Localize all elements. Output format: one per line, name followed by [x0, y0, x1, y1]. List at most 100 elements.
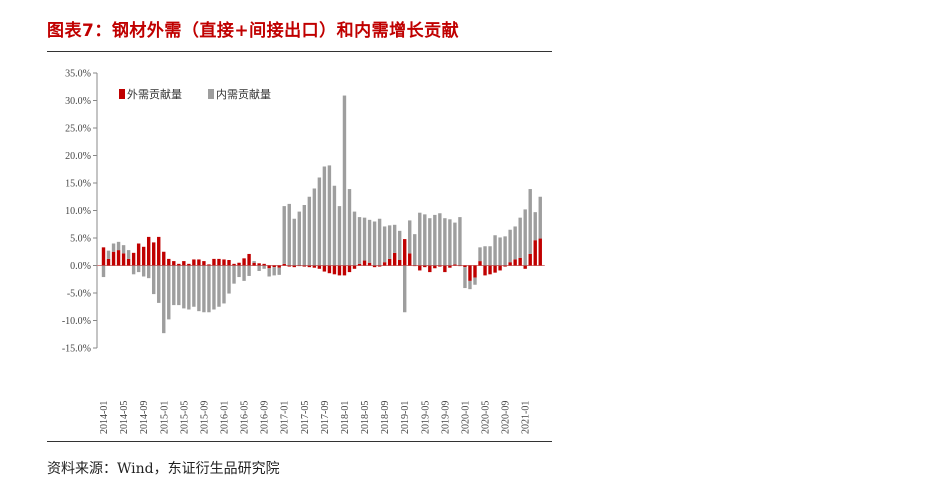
bar-domestic [217, 265, 221, 307]
bar-external [111, 251, 116, 266]
bar-domestic [252, 261, 256, 263]
bar-domestic [528, 189, 532, 254]
bar-domestic [453, 222, 457, 265]
x-tick-label: 2018-01 [340, 401, 351, 434]
bar-domestic [146, 265, 151, 279]
bar-domestic [468, 280, 472, 290]
bar-external [413, 265, 417, 267]
bottom-rule [47, 441, 552, 442]
bar-domestic [152, 265, 156, 295]
bar-external [222, 259, 226, 266]
bar-external [533, 240, 537, 266]
bar-external [463, 265, 467, 268]
bar-domestic [372, 221, 377, 266]
x-tick-label: 2020-01 [460, 401, 471, 434]
bar-external [367, 262, 372, 266]
x-tick-label: 2016-09 [260, 401, 271, 434]
bar-domestic [106, 250, 111, 259]
bar-external [247, 253, 251, 266]
bar-domestic [408, 220, 412, 254]
bar-external [297, 265, 301, 267]
y-tick-label: 15.0% [65, 179, 91, 190]
x-tick-label: 2017-05 [300, 401, 311, 434]
bar-external [473, 265, 477, 278]
bar-domestic [247, 265, 251, 276]
bar-domestic [322, 166, 327, 266]
bar-domestic [362, 217, 367, 261]
bar-domestic [342, 95, 347, 266]
bar-domestic [347, 189, 352, 266]
bar-external [282, 263, 286, 266]
bar-domestic [136, 265, 141, 273]
legend-swatch-domestic [208, 89, 214, 99]
bar-external [116, 250, 121, 266]
bars-layer [101, 95, 542, 334]
bar-domestic [187, 265, 191, 310]
bar-external [232, 263, 236, 266]
bar-external [217, 258, 221, 266]
bar-external [267, 265, 271, 269]
bar-external [468, 265, 472, 281]
bar-domestic [533, 212, 537, 241]
bar-domestic [126, 250, 131, 259]
x-tick-label: 2019-09 [440, 401, 451, 434]
bar-external [337, 265, 342, 276]
bar-domestic [443, 218, 447, 266]
bar-external [352, 265, 357, 269]
bar-external [277, 265, 281, 268]
bar-external [397, 260, 402, 266]
source-note: 资料来源：Wind，东证衍生品研究院 [47, 461, 280, 477]
bar-domestic [448, 219, 452, 266]
bar-domestic [192, 265, 196, 307]
bar-external [227, 260, 231, 266]
bar-external [503, 265, 507, 267]
x-tick-label: 2015-09 [199, 401, 210, 434]
bar-domestic [357, 217, 362, 264]
bar-domestic [167, 265, 171, 320]
bar-domestic [227, 265, 231, 294]
bar-domestic [222, 265, 226, 304]
y-tick-label: 35.0% [65, 69, 91, 80]
bar-external [312, 265, 317, 268]
bar-external [257, 263, 261, 266]
bar-external [418, 265, 422, 271]
y-tick-label: -5.0% [67, 289, 91, 300]
bar-external [478, 261, 482, 266]
bar-external [362, 260, 367, 266]
bar-domestic [352, 211, 357, 266]
bar-domestic [327, 165, 332, 266]
bar-external [167, 258, 171, 266]
bar-external [131, 252, 136, 266]
bar-external [287, 265, 291, 267]
bar-domestic [498, 237, 502, 266]
bar-external [212, 258, 216, 266]
x-tick-label: 2014-01 [99, 401, 110, 434]
bar-external [207, 264, 211, 266]
y-tick-label: -10.0% [62, 316, 91, 327]
bar-external [237, 262, 241, 266]
bar-domestic [463, 267, 467, 289]
bar-domestic [172, 265, 176, 306]
bar-external [307, 265, 312, 268]
bar-external [493, 265, 497, 273]
bar-external [392, 252, 397, 266]
y-axis: -15.0% -10.0% -5.0% 0.0% 5.0% 10.0% 15.0% 20.0%… [62, 69, 98, 355]
bar-domestic [116, 241, 121, 251]
bar-external [262, 263, 266, 266]
x-tick-label: 2016-05 [240, 401, 251, 434]
bar-domestic [162, 265, 166, 334]
bar-domestic [332, 185, 337, 266]
bar-domestic [297, 211, 301, 266]
x-tick-label: 2014-09 [139, 401, 150, 434]
y-tick-label: 0.0% [70, 261, 91, 272]
bar-external [192, 259, 196, 266]
bar-domestic [513, 226, 517, 260]
bar-domestic [182, 265, 186, 309]
bar-domestic [292, 218, 296, 266]
x-tick-label: 2019-01 [400, 401, 411, 434]
bar-domestic [262, 265, 266, 269]
bar-external [342, 265, 347, 276]
bar-domestic [337, 206, 342, 266]
bar-external [408, 253, 412, 266]
bar-external [433, 265, 437, 269]
